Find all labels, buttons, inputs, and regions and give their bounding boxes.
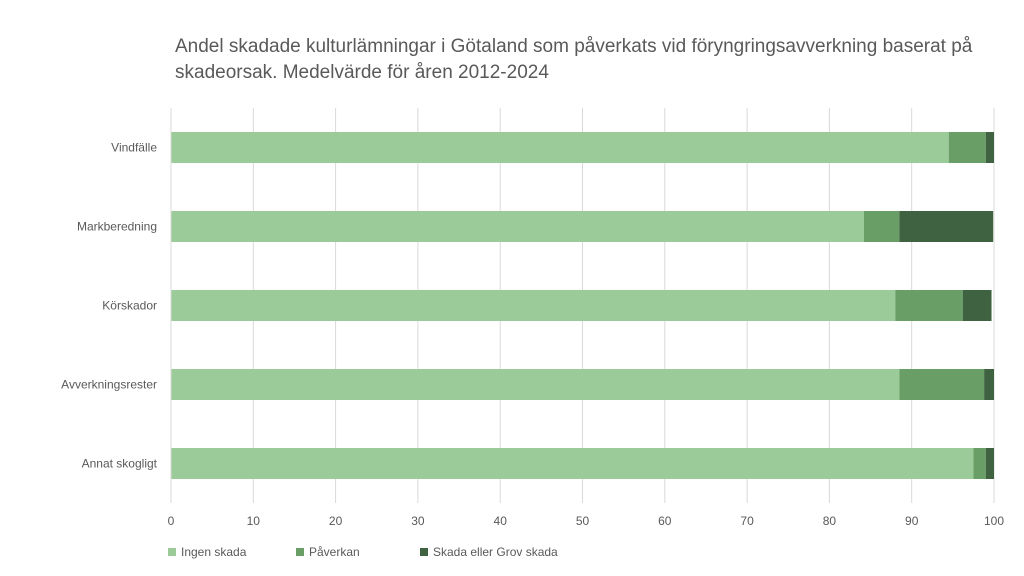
bar-segment bbox=[171, 211, 864, 242]
legend-item-paverkan: Påverkan bbox=[296, 545, 420, 559]
category-label: Körskador bbox=[102, 299, 157, 313]
bar-segment bbox=[863, 211, 900, 242]
x-tick-label: 50 bbox=[576, 514, 590, 528]
x-tick-label: 20 bbox=[329, 514, 343, 528]
legend-swatch bbox=[168, 548, 176, 556]
bar-segment bbox=[984, 369, 994, 400]
bar-segment bbox=[985, 448, 994, 479]
x-tick-label: 30 bbox=[411, 514, 425, 528]
x-tick-label: 60 bbox=[658, 514, 672, 528]
bar-segment bbox=[973, 448, 986, 479]
x-tick-label: 90 bbox=[905, 514, 919, 528]
legend-swatch bbox=[296, 548, 304, 556]
x-tick-label: 80 bbox=[823, 514, 837, 528]
bar-segment bbox=[899, 211, 994, 242]
legend-label: Skada eller Grov skada bbox=[433, 545, 558, 559]
bar-segment bbox=[171, 448, 974, 479]
category-label: Vindfälle bbox=[111, 141, 157, 155]
legend-item-skada-eller-grov-skada: Skada eller Grov skada bbox=[420, 545, 558, 559]
bar-segment bbox=[171, 290, 896, 321]
legend-swatch bbox=[420, 548, 428, 556]
category-label: Annat skogligt bbox=[82, 457, 158, 471]
bar-segment bbox=[985, 132, 994, 163]
x-tick-label: 70 bbox=[740, 514, 754, 528]
category-label: Avverkningsrester bbox=[61, 378, 157, 392]
bar-segment bbox=[962, 290, 992, 321]
bar-segment bbox=[895, 290, 963, 321]
chart-legend: Ingen skada Påverkan Skada eller Grov sk… bbox=[168, 545, 558, 559]
legend-item-ingen-skada: Ingen skada bbox=[168, 545, 296, 559]
bar-segment bbox=[171, 132, 949, 163]
x-tick-label: 10 bbox=[247, 514, 261, 528]
x-tick-label: 0 bbox=[168, 514, 175, 528]
bar-segment bbox=[171, 369, 900, 400]
category-label: Markberedning bbox=[77, 220, 157, 234]
bar-segment bbox=[899, 369, 985, 400]
x-tick-label: 40 bbox=[494, 514, 508, 528]
x-tick-label: 100 bbox=[984, 514, 1004, 528]
bar-segment bbox=[948, 132, 986, 163]
legend-label: Påverkan bbox=[309, 545, 360, 559]
chart-title: Andel skadade kulturlämningar i Götaland… bbox=[175, 36, 973, 83]
legend-label: Ingen skada bbox=[181, 545, 247, 559]
